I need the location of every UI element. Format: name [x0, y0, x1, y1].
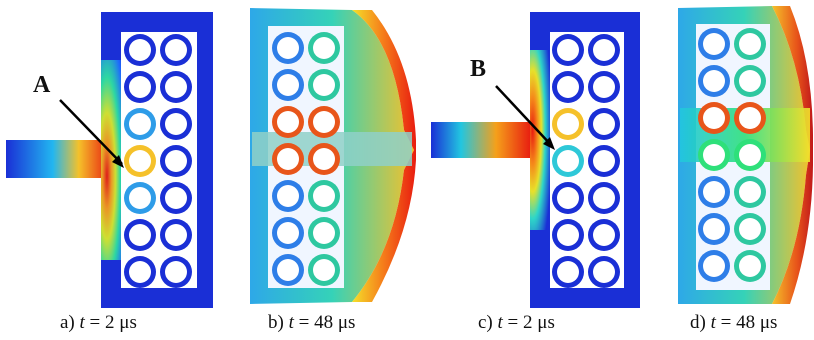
caption-d: d) t = 48 μs — [690, 312, 778, 333]
ring-hole — [703, 255, 725, 277]
wing-b — [352, 10, 416, 302]
ring-hole — [129, 39, 151, 61]
ring-hole — [593, 39, 615, 61]
ring-hole — [557, 39, 579, 61]
ring-hole — [313, 111, 335, 133]
ring-hole — [129, 150, 151, 172]
ring-hole — [165, 150, 187, 172]
ring-hole — [557, 224, 579, 246]
panel-b — [250, 8, 416, 304]
ring-hole — [739, 107, 761, 129]
ring-hole — [129, 261, 151, 283]
ring-hole — [739, 218, 761, 240]
panel-d — [678, 6, 813, 304]
ring-hole — [557, 150, 579, 172]
ring-hole — [703, 33, 725, 55]
ring-hole — [557, 261, 579, 283]
ring-hole — [557, 113, 579, 135]
ring-hole — [703, 181, 725, 203]
arrow-b — [495, 85, 553, 147]
ring-hole — [277, 37, 299, 59]
wing-d — [772, 6, 813, 304]
ring-hole — [739, 181, 761, 203]
ring-hole — [703, 144, 725, 166]
ring-hole — [129, 76, 151, 98]
ring-hole — [593, 150, 615, 172]
ring-hole — [165, 224, 187, 246]
caption-b: b) t = 48 μs — [268, 312, 356, 333]
ring-hole — [739, 33, 761, 55]
ring-hole — [593, 187, 615, 209]
ring-hole — [557, 187, 579, 209]
ring-hole — [703, 70, 725, 92]
ring-hole — [165, 76, 187, 98]
ring-hole — [703, 218, 725, 240]
ring-hole — [557, 76, 579, 98]
ring-hole — [313, 148, 335, 170]
arrow-a — [59, 99, 123, 165]
ring-hole — [313, 222, 335, 244]
projectile-bar-c — [431, 122, 531, 158]
arrow-a-head — [112, 155, 124, 168]
ring-hole — [129, 113, 151, 135]
ring-hole — [165, 39, 187, 61]
ring-hole — [703, 107, 725, 129]
ring-grid-d — [698, 28, 766, 282]
ring-hole — [129, 224, 151, 246]
ring-hole — [277, 185, 299, 207]
ring-hole — [129, 187, 151, 209]
ring-hole — [277, 222, 299, 244]
projectile-bar-a — [6, 140, 110, 178]
ring-hole — [313, 37, 335, 59]
caption-a: a) t = 2 μs — [60, 312, 137, 333]
ring-hole — [313, 259, 335, 281]
panel-a — [6, 12, 213, 308]
ring-grid-c — [552, 34, 620, 288]
ring-hole — [277, 259, 299, 281]
ring-hole — [593, 261, 615, 283]
stress-field-c — [530, 50, 556, 230]
ring-hole — [277, 111, 299, 133]
ring-hole — [593, 76, 615, 98]
ring-hole — [593, 113, 615, 135]
ring-hole — [739, 144, 761, 166]
ring-grid-b — [272, 32, 340, 286]
ring-hole — [277, 74, 299, 96]
label-b-marker: B — [470, 56, 487, 82]
ring-hole — [165, 113, 187, 135]
ring-hole — [165, 187, 187, 209]
ring-hole — [739, 70, 761, 92]
ring-hole — [165, 261, 187, 283]
ring-hole — [277, 148, 299, 170]
ring-hole — [313, 185, 335, 207]
ring-hole — [739, 255, 761, 277]
arrow-b-head — [543, 137, 555, 150]
label-a-marker: A — [33, 72, 51, 98]
ring-grid-a — [124, 34, 192, 288]
caption-c: c) t = 2 μs — [478, 312, 555, 333]
ring-hole — [593, 224, 615, 246]
ring-hole — [313, 74, 335, 96]
panel-c — [431, 12, 640, 308]
